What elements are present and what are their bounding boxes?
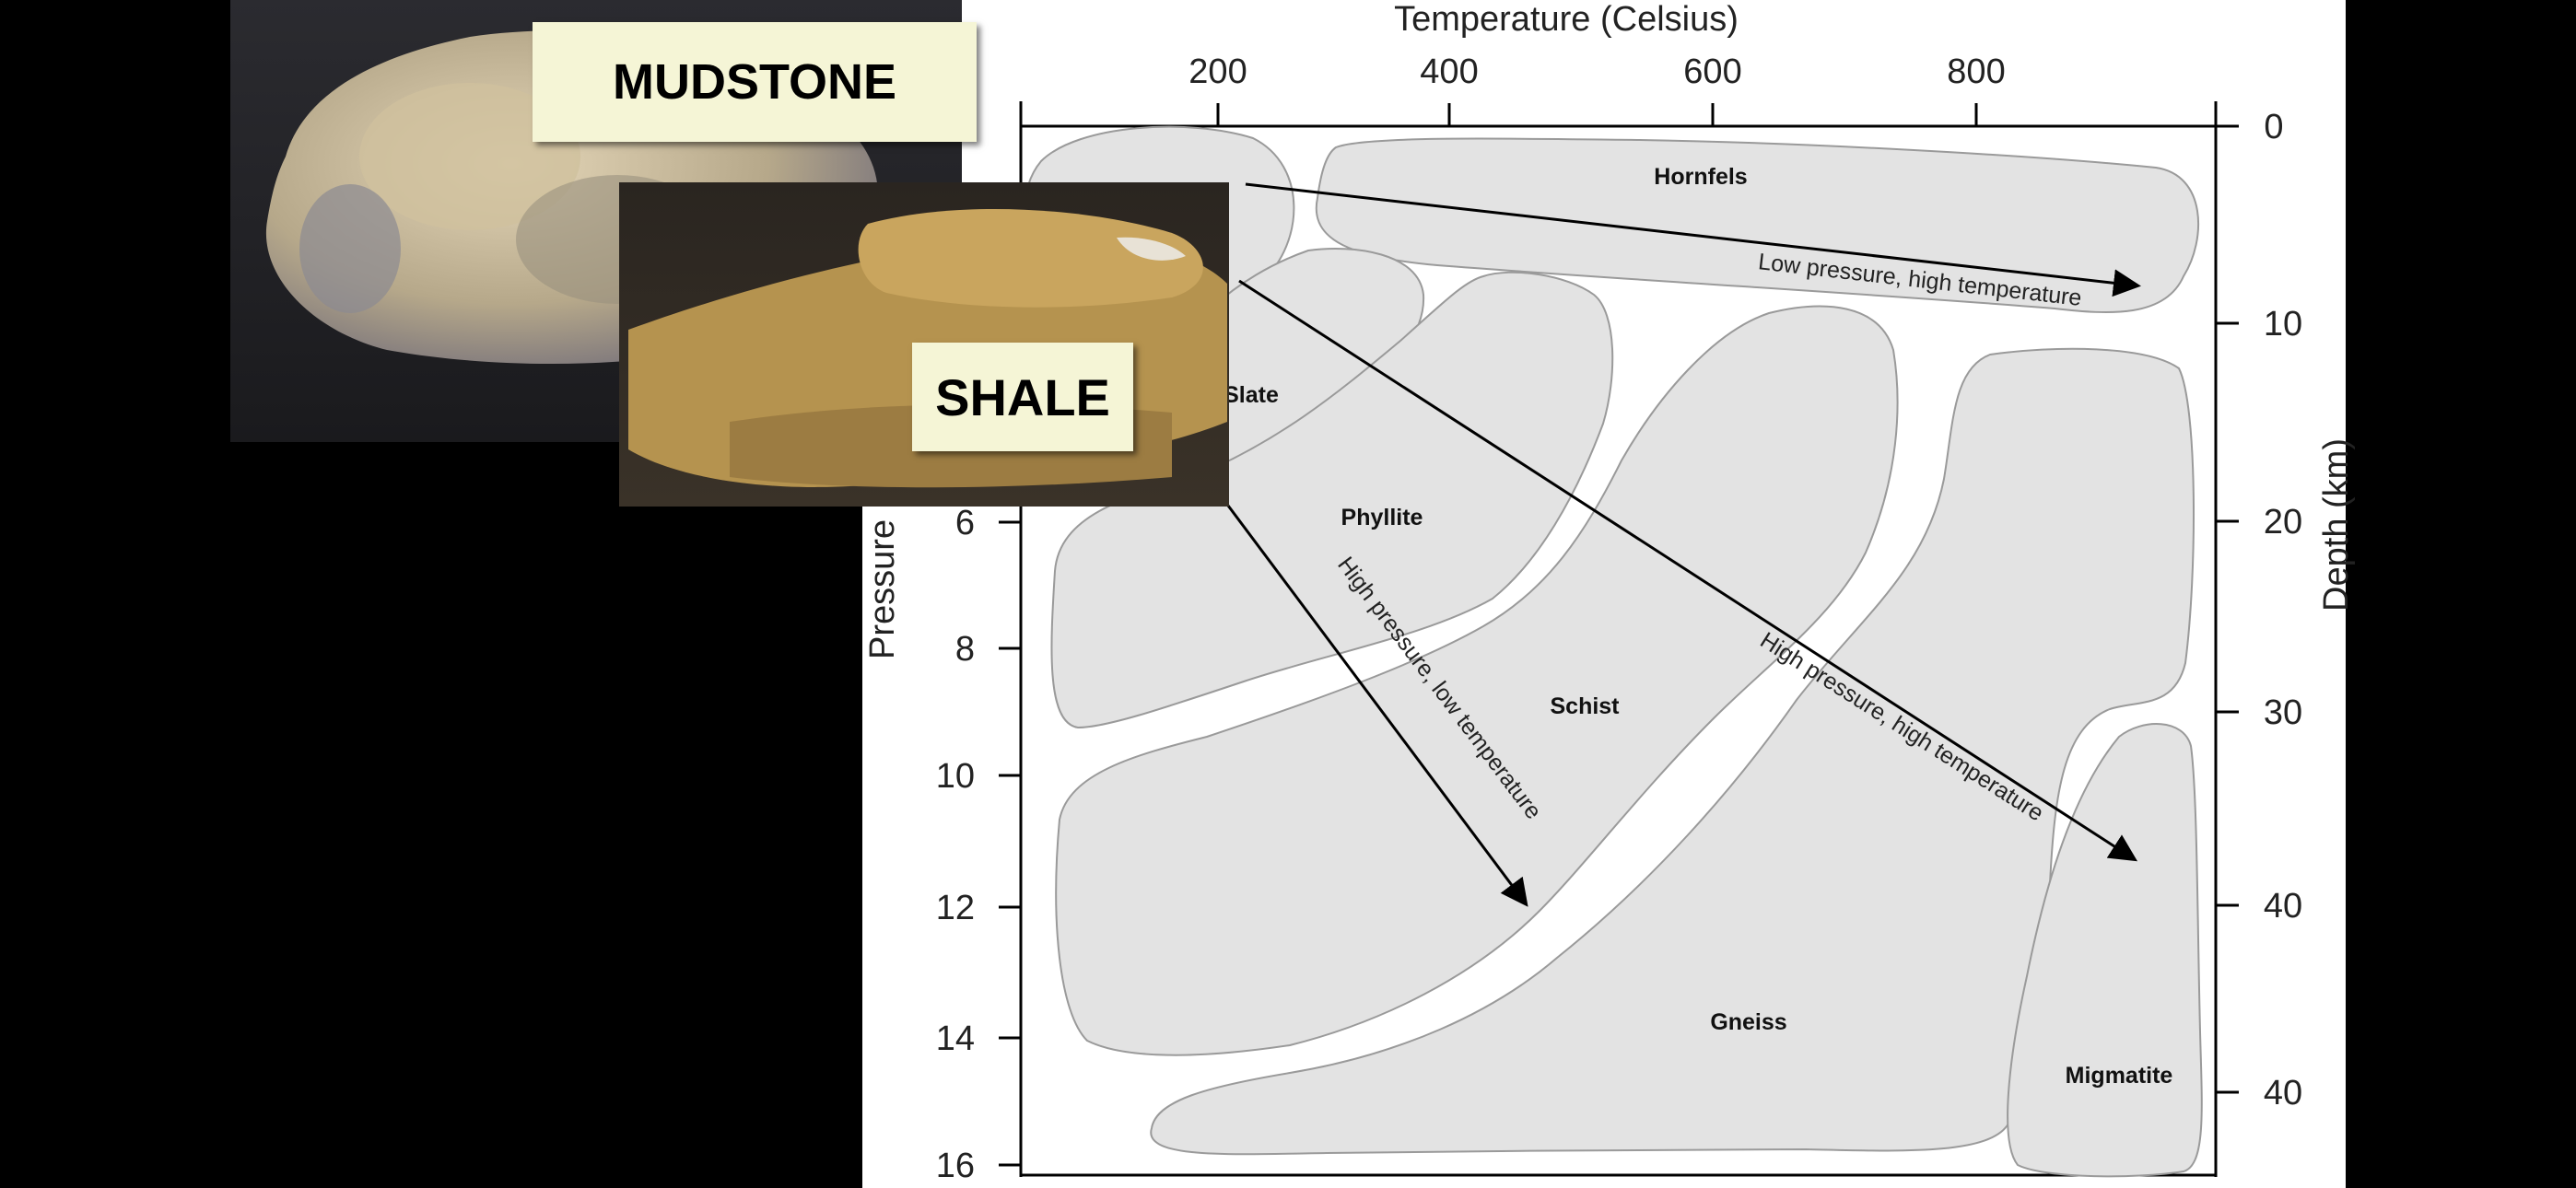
x-tick-label: 400 — [1420, 52, 1478, 91]
pressure-tick-label: 6 — [955, 504, 975, 542]
depth-tick-label: 0 — [2264, 108, 2283, 146]
depth-axis-title: Depth (km) — [2317, 438, 2356, 611]
zone-schist — [1055, 305, 1899, 1056]
zone-label-gneiss: Gneiss — [1710, 1009, 1786, 1035]
arrow-high-pressure-high-temperature — [1238, 279, 2138, 862]
x-tick-label: 600 — [1683, 52, 1741, 91]
depth-tick-label: 40 — [2264, 1074, 2302, 1112]
pressure-axis-title: Pressure — [863, 519, 902, 659]
x-tick-marks — [1216, 103, 1978, 126]
x-tick-label: 200 — [1188, 52, 1247, 91]
mudstone-label: MUDSTONE — [533, 22, 977, 142]
shale-label: SHALE — [912, 343, 1133, 451]
pressure-tick-label: 12 — [936, 889, 975, 927]
right-tick-marks — [2216, 124, 2239, 1094]
pressure-tick-label: 10 — [936, 757, 975, 796]
left-tick-marks — [999, 520, 1021, 1167]
arrow-high-pressure-low-temperature — [1224, 501, 1528, 907]
depth-tick-label: 20 — [2264, 503, 2302, 542]
pressure-tick-label: 8 — [955, 630, 975, 669]
zone-label-migmatite: Migmatite — [2066, 1063, 2173, 1089]
zone-phyllite — [1050, 271, 1614, 729]
zone-migmatite — [2007, 723, 2203, 1178]
x-axis-title: Temperature (Celsius) — [1394, 0, 1739, 39]
zone-label-schist: Schist — [1550, 693, 1620, 719]
zone-label-phyllite: Phyllite — [1341, 505, 1423, 530]
pressure-tick-label: 14 — [936, 1019, 975, 1058]
pressure-tick-label: 16 — [936, 1147, 975, 1185]
zone-gneiss — [1150, 347, 2195, 1156]
x-tick-label: 800 — [1947, 52, 2005, 91]
depth-tick-label: 30 — [2264, 693, 2302, 732]
depth-tick-label: 40 — [2264, 887, 2302, 926]
zone-label-hornfels: Hornfels — [1654, 164, 1747, 190]
arrow-low-pressure-high-temperature — [1245, 182, 2141, 297]
depth-tick-label: 10 — [2264, 305, 2302, 344]
zone-label-slate: Slate — [1224, 382, 1279, 408]
